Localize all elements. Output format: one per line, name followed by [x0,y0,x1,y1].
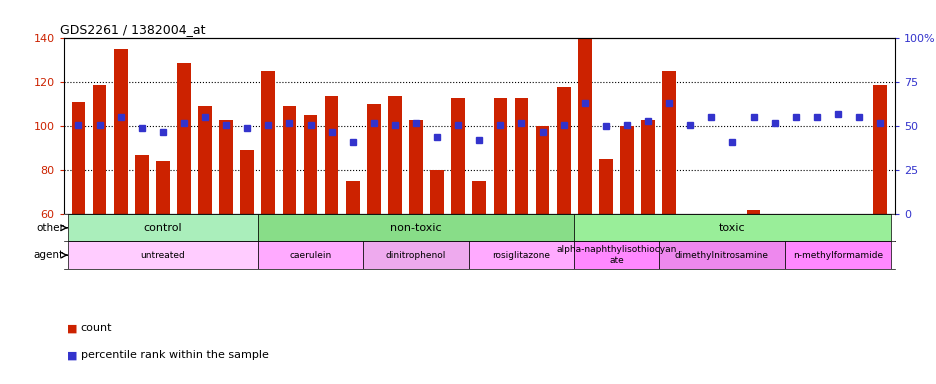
Bar [640,120,654,214]
Text: GDS2261 / 1382004_at: GDS2261 / 1382004_at [60,23,205,36]
Bar [68,214,257,242]
Bar [556,87,570,214]
Bar [658,242,784,269]
Text: alpha-naphthylisothiocyan
ate: alpha-naphthylisothiocyan ate [556,245,676,265]
Text: non-toxic: non-toxic [389,223,442,233]
Bar [535,126,548,214]
Bar [303,115,317,214]
Text: ■: ■ [66,323,77,333]
Bar [784,242,889,269]
Bar [493,98,506,214]
Text: untreated: untreated [140,251,185,260]
Bar [135,155,149,214]
Bar [788,214,802,236]
Text: count: count [80,323,112,333]
Text: other: other [36,223,64,233]
Bar [71,102,85,214]
Bar [872,84,886,214]
Bar [68,242,257,269]
Bar [241,151,254,214]
Text: control: control [143,223,182,233]
Bar [578,38,591,214]
Bar [451,98,464,214]
Text: dimethylnitrosamine: dimethylnitrosamine [674,251,768,260]
Bar [93,84,107,214]
Text: agent: agent [34,250,64,260]
Bar [198,106,212,214]
Bar [746,210,759,214]
Bar [219,120,233,214]
Text: ■: ■ [66,350,77,360]
Bar [851,214,865,232]
Bar [682,214,696,298]
Bar [325,96,338,214]
Bar [409,120,422,214]
Bar [767,214,781,247]
Bar [598,159,612,214]
Bar [809,214,823,232]
Bar [283,106,296,214]
Text: n-methylformamide: n-methylformamide [792,251,882,260]
Bar [574,242,658,269]
Bar [430,170,444,214]
Bar [704,214,717,236]
Bar [367,104,380,214]
Bar [345,181,359,214]
Text: caerulein: caerulein [289,251,331,260]
Bar [468,242,574,269]
Bar [177,63,191,214]
Text: dinitrophenol: dinitrophenol [386,251,446,260]
Bar [388,96,402,214]
Bar [574,214,889,242]
Text: toxic: toxic [718,223,745,233]
Text: percentile rank within the sample: percentile rank within the sample [80,350,269,360]
Bar [257,214,574,242]
Bar [113,50,127,214]
Bar [662,71,675,214]
Bar [261,71,275,214]
Bar [472,181,486,214]
Bar [363,242,468,269]
Bar [155,161,169,214]
Bar [830,214,844,225]
Text: rosiglitazone: rosiglitazone [492,251,549,260]
Bar [257,242,363,269]
Bar [724,214,739,335]
Bar [620,126,633,214]
Bar [514,98,528,214]
